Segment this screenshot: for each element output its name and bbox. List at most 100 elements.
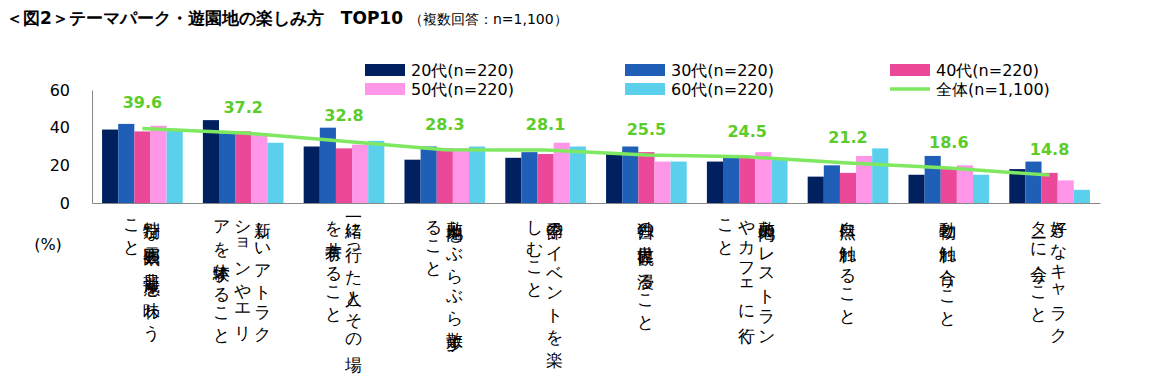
bar-series (167, 130, 1090, 203)
bar (771, 158, 787, 203)
x-tick-label-box: 敷地内のレストランやカフェに行くこと (692, 208, 802, 378)
x-tick-label: 好きなキャラクターに会うこと (1029, 208, 1070, 348)
x-tick-label-wrap: 季節のイベントを楽しむこと (491, 208, 601, 378)
bar (421, 147, 437, 204)
y-axis-title: (%) (34, 235, 62, 254)
bar (707, 162, 723, 203)
bar (1042, 173, 1058, 203)
data-label: 24.5 (727, 122, 766, 141)
bar (404, 160, 420, 203)
x-tick-label: 独自の世界観に浸ること (636, 208, 656, 348)
x-tick-label: 特別な雰囲気や非日常感を味わうこと (122, 208, 163, 348)
x-tick-label: 季節のイベントを楽しむこと (525, 208, 566, 348)
y-tick-label: 0 (60, 194, 70, 213)
x-tick-label-box: 敷地内をぶらぶら散歩すること (390, 208, 500, 378)
bar (102, 130, 118, 203)
x-tick-label-box: 自然に触れること (793, 208, 903, 378)
x-tick-label: 敷地内のレストランやカフェに行くこと (717, 208, 778, 348)
bar (606, 154, 622, 203)
legend-label: 30代(n=220) (671, 61, 774, 80)
x-tick-labels: 特別な雰囲気や非日常感を味わうこと 新しいアトラクションやエリアを体験すること一緒… (87, 208, 1104, 378)
x-tick-label-wrap: 独自の世界観に浸ること (591, 208, 701, 378)
bar (469, 147, 485, 204)
bar (505, 158, 521, 203)
bar (235, 131, 251, 203)
line (142, 128, 1049, 175)
bar (134, 131, 150, 203)
legend-swatch (890, 64, 930, 76)
x-tick-label-box: 一緒に行った人とその場を共有すること (289, 208, 399, 378)
data-label: 28.1 (526, 115, 565, 134)
y-tick: 20 (50, 156, 92, 175)
bar (336, 148, 352, 203)
bar (251, 135, 267, 203)
x-tick-label-wrap: 新しいアトラクションやエリアを体験すること (188, 208, 298, 378)
x-axis (93, 203, 1101, 204)
legend-label: 50代(n=220) (411, 80, 514, 99)
bar (368, 141, 384, 203)
bar (941, 167, 957, 203)
legend-swatch (365, 83, 405, 95)
bar (840, 173, 856, 203)
legend-swatch (365, 64, 405, 76)
bar (723, 156, 739, 203)
data-label: 18.6 (929, 133, 968, 152)
y-axis: 0 20 40 60 (50, 81, 93, 213)
data-label: 25.5 (627, 120, 666, 139)
bar (538, 154, 554, 203)
x-tick-label: 自然に触れること (838, 208, 858, 348)
y-tick: 0 (60, 194, 92, 213)
bar (570, 147, 586, 204)
bar (671, 162, 687, 203)
bar (925, 156, 941, 203)
x-tick-label-wrap: 自然に触れること (793, 208, 903, 378)
y-axis-line (92, 91, 93, 204)
data-label: 14.8 (1030, 140, 1069, 159)
legend-swatch (625, 64, 665, 76)
y-tick-label: 20 (50, 156, 70, 175)
y-tick: 60 (50, 81, 92, 100)
bar (267, 143, 283, 203)
x-axis-line (93, 203, 1101, 204)
legend: 20代(n=220) 30代(n=220) 40代(n=220) 50代(n=220)… (365, 61, 1050, 99)
x-tick-label-box: 新しいアトラクションやエリアを体験すること (188, 208, 298, 378)
x-tick-label: 敷地内をぶらぶら散歩すること (424, 208, 465, 348)
bar (973, 175, 989, 203)
x-tick-label-wrap: 敷地内をぶらぶら散歩すること (390, 208, 500, 378)
bar (808, 177, 824, 203)
x-tick-label-box: 好きなキャラクターに会うこと (995, 208, 1105, 378)
data-labels: 39.637.232.828.328.125.524.521.218.614.8 (123, 93, 1070, 159)
bar (150, 126, 166, 203)
x-tick-label-box: 季節のイベントを楽しむこと (491, 208, 601, 378)
subtitle: （複数回答：n=1,100） (409, 11, 568, 27)
legend-label: 40代(n=220) (936, 61, 1039, 80)
plot-area (102, 120, 1090, 203)
bar (654, 162, 670, 203)
bar (908, 175, 924, 203)
legend-swatch (890, 87, 930, 91)
bar (521, 152, 537, 203)
bar (1025, 162, 1041, 203)
bar (437, 148, 453, 203)
x-tick-label: 動物と触れ合うこと (939, 208, 959, 348)
data-label: 32.8 (324, 106, 363, 125)
y-tick: 40 (50, 118, 92, 137)
data-label: 21.2 (828, 128, 867, 147)
data-label: 28.3 (425, 115, 464, 134)
bar (118, 124, 134, 203)
x-tick-label-wrap: 特別な雰囲気や非日常感を味わうこと (87, 208, 197, 378)
legend-label: 全体(n=1,100) (936, 80, 1050, 99)
legend-label: 20代(n=220) (411, 61, 514, 80)
data-label: 37.2 (223, 98, 262, 117)
bar (1058, 180, 1074, 203)
bar (352, 145, 368, 203)
x-tick-label-box: 特別な雰囲気や非日常感を味わうこと (87, 208, 197, 378)
bar (1074, 190, 1090, 203)
bar (167, 130, 183, 203)
bar (638, 152, 654, 203)
bar (872, 148, 888, 203)
x-tick-label-wrap: 敷地内のレストランやカフェに行くこと (692, 208, 802, 378)
x-tick-label-box: 動物と触れ合うこと (894, 208, 1004, 378)
x-tick-label: 新しいアトラクションやエリアを体験すること (213, 208, 274, 348)
bar (824, 165, 840, 203)
